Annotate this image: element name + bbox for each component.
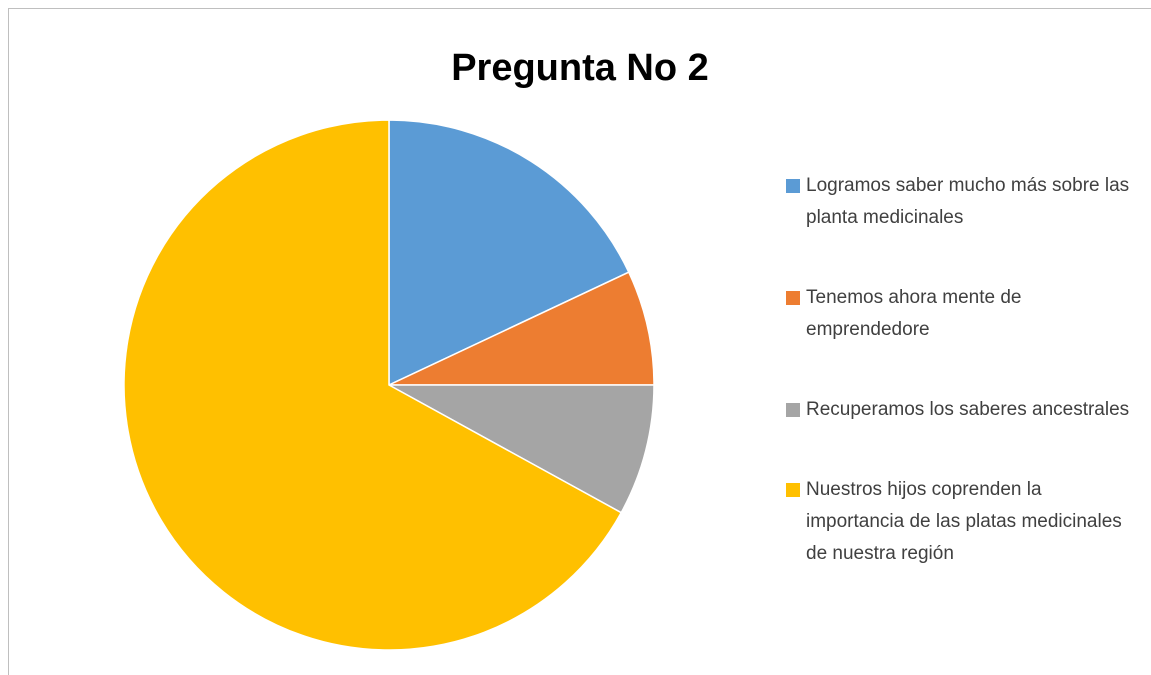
legend-item: Nuestros hijos coprenden la importancia … — [786, 474, 1136, 570]
legend-item: Logramos saber mucho más sobre las plant… — [786, 170, 1136, 234]
legend-item: Recuperamos los saberes ancestrales — [786, 394, 1136, 426]
pie-slice — [123, 119, 623, 651]
legend: Logramos saber mucho más sobre las plant… — [786, 170, 1136, 618]
legend-label: Logramos saber mucho más sobre las plant… — [806, 175, 1130, 228]
legend-label: Tenemos ahora mente de emprendedore — [806, 287, 1022, 340]
chart-border — [8, 8, 1151, 675]
legend-swatch — [786, 179, 800, 193]
pie-slice — [388, 271, 655, 386]
legend-swatch — [786, 291, 800, 305]
legend-swatch — [786, 403, 800, 417]
chart-title: Pregunta No 2 — [451, 47, 709, 89]
pie-slice — [388, 119, 630, 387]
legend-item: Tenemos ahora mente de emprendedore — [786, 282, 1136, 346]
pie-slice — [388, 384, 655, 514]
legend-label: Recuperamos los saberes ancestrales — [806, 399, 1130, 420]
legend-label: Nuestros hijos coprenden la importancia … — [806, 479, 1122, 564]
legend-swatch — [786, 483, 800, 497]
